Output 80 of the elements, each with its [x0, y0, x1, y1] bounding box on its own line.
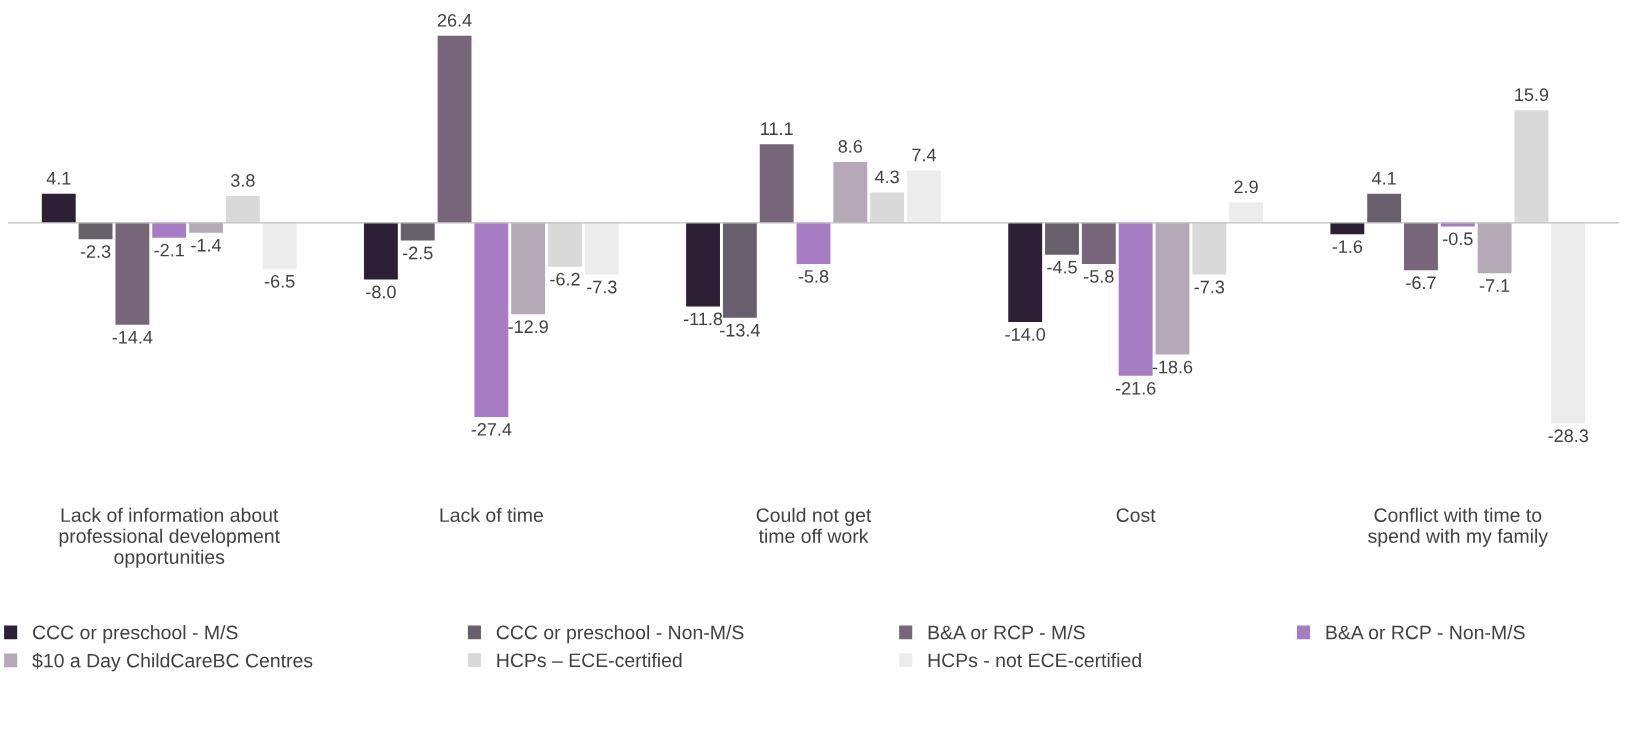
- legend-label: B&A or RCP - Non-M/S: [1326, 625, 1525, 640]
- bar: [584, 222, 619, 275]
- data-label: -2.5: [402, 246, 433, 260]
- bar: [1229, 202, 1264, 223]
- data-label: -5.8: [1084, 269, 1114, 283]
- bar: [1551, 222, 1586, 424]
- bar: [115, 222, 150, 325]
- data-label: 26.4: [437, 13, 472, 27]
- data-label: -1.6: [1332, 240, 1363, 253]
- bar: [225, 195, 260, 223]
- data-label: -13.4: [720, 323, 760, 337]
- bar: [722, 222, 757, 318]
- data-label: -28.3: [1548, 429, 1589, 443]
- data-label: 4.1: [46, 172, 71, 185]
- data-label: -2.1: [154, 243, 184, 257]
- x-tick-label: Lack of time: [440, 507, 543, 523]
- data-label: -5.8: [798, 269, 829, 283]
- legend-label: CCC or preschool - M/S: [33, 625, 238, 644]
- bar: [1081, 222, 1116, 264]
- x-tick-label: Cost: [1116, 508, 1156, 523]
- data-label: -7.3: [1194, 280, 1225, 294]
- bar: [474, 222, 509, 417]
- bar: [152, 222, 187, 238]
- bar: [41, 193, 76, 223]
- data-label: 4.1: [1372, 172, 1396, 185]
- bar: [262, 222, 297, 269]
- legend-label: HCPs - not ECE-certified: [928, 652, 1141, 668]
- bar: [1192, 222, 1227, 275]
- data-label: -18.6: [1152, 360, 1193, 374]
- legend-label: $10 a Day ChildCareBC Centres: [32, 652, 313, 672]
- bar: [870, 192, 905, 223]
- data-label: -27.4: [471, 422, 512, 436]
- data-label: -11.8: [683, 312, 723, 326]
- data-label: -2.3: [80, 245, 111, 258]
- data-label: -1.4: [191, 238, 222, 252]
- bar: [400, 222, 435, 241]
- data-label: -7.3: [587, 280, 617, 294]
- bar: [1045, 222, 1079, 255]
- bar: [686, 222, 720, 307]
- x-tick-label: Could not get time off work: [756, 507, 872, 543]
- data-label: 7.4: [912, 148, 936, 162]
- bar: [189, 222, 223, 233]
- data-label: -6.7: [1406, 276, 1436, 290]
- legend-label: B&A or RCP - M/S: [928, 625, 1085, 640]
- data-label: -8.0: [366, 285, 396, 299]
- x-tick-label: Lack of information about professional development opportunities: [59, 507, 280, 568]
- data-label: -6.2: [550, 272, 580, 286]
- bar: [796, 222, 831, 264]
- data-label: -4.5: [1047, 260, 1077, 274]
- legend-label: CCC or preschool - Non-M/S: [496, 625, 744, 644]
- bar: [511, 222, 546, 315]
- bar: [759, 144, 794, 223]
- bar: [1477, 222, 1512, 274]
- data-label: -7.1: [1479, 279, 1510, 292]
- data-label: 3.8: [230, 174, 255, 187]
- data-label: -21.6: [1115, 381, 1156, 395]
- bar: [1008, 222, 1043, 323]
- data-label: 11.1: [761, 122, 793, 135]
- bar: [1118, 222, 1153, 376]
- bar: [1367, 193, 1402, 223]
- data-label: 2.9: [1234, 180, 1258, 194]
- data-label: 8.6: [838, 140, 863, 153]
- data-label: 4.3: [875, 170, 899, 184]
- bar: [78, 222, 113, 240]
- bar: [1514, 110, 1549, 223]
- bar: [363, 222, 398, 280]
- bar: [437, 35, 472, 223]
- data-label: -6.5: [264, 274, 295, 288]
- data-label: -14.4: [112, 331, 153, 344]
- data-label: -12.9: [508, 320, 548, 334]
- bar: [833, 161, 868, 223]
- data-label: -0.5: [1443, 232, 1473, 246]
- bar: [1404, 222, 1438, 271]
- data-label: 15.9: [1515, 88, 1549, 102]
- legend-label: HCPs – ECE-certified: [497, 652, 682, 668]
- bar: [548, 222, 582, 267]
- x-tick-label: Conflict with time to spend with my family: [1368, 507, 1548, 547]
- data-label: -14.0: [1005, 328, 1046, 341]
- bar: [907, 170, 941, 223]
- bar: [1155, 222, 1190, 355]
